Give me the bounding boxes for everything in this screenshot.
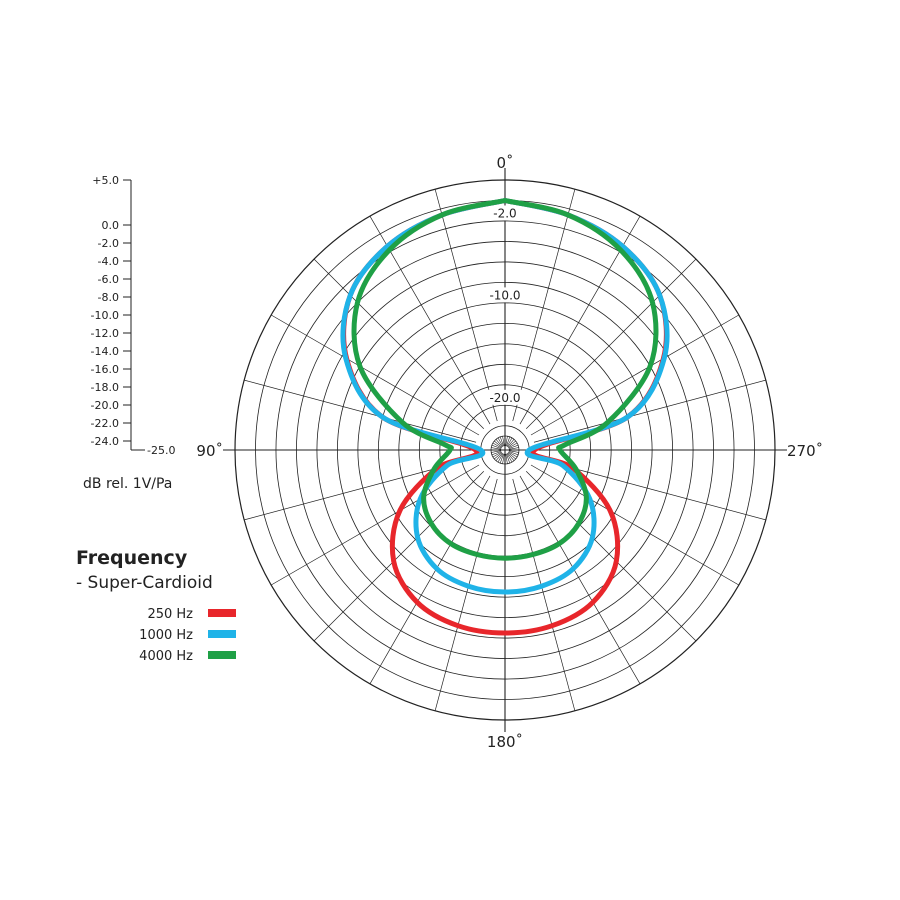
spoke-line — [270, 464, 480, 586]
spoke-line — [434, 189, 498, 422]
legend-swatch — [208, 651, 236, 659]
spoke-line — [270, 314, 480, 436]
scale-tick-label: -24.0 — [91, 435, 119, 448]
db-scale: +5.0 0.0 -2.0 -4.0 -6.0 -8.0 -10.0 -12.0 -14.0 -1… — [83, 174, 175, 492]
hub-tick — [508, 444, 519, 449]
spoke-line — [512, 478, 576, 711]
spoke-line — [313, 470, 485, 642]
spoke-line — [525, 258, 697, 430]
angle-label: 180˚ — [487, 733, 523, 751]
hub-tick — [508, 447, 519, 450]
scale-tick-label: -16.0 — [91, 363, 119, 376]
hub-tick — [507, 439, 515, 448]
hub-tick — [508, 442, 518, 449]
hub-tick — [505, 453, 508, 464]
scale-tick-label: -18.0 — [91, 381, 119, 394]
hub-tick — [494, 452, 503, 460]
hub-tick — [497, 453, 504, 463]
hub-tick — [499, 436, 504, 447]
hub-tick — [508, 451, 519, 456]
legend-item-label: 1000 Hz — [139, 628, 193, 643]
scale-tick-label: -20.0 — [91, 399, 119, 412]
hub-tick — [506, 437, 513, 447]
hub-tick — [507, 452, 516, 460]
hub-tick — [507, 452, 515, 461]
spoke-line — [525, 470, 697, 642]
scale-tick-label: -12.0 — [91, 327, 119, 340]
spoke-line — [533, 379, 766, 443]
ring-label-bg — [483, 389, 527, 405]
legend-swatch — [208, 630, 236, 638]
ring-label: -2.0 — [493, 206, 516, 220]
scale-bottom-label: -25.0 — [147, 444, 175, 457]
scale-tick-label: -4.0 — [98, 255, 119, 268]
spoke-line — [244, 379, 477, 443]
spoke-line — [530, 314, 740, 436]
legend: Frequency - Super-Cardioid 250 Hz 1000 Hz 40… — [76, 547, 236, 664]
unit-label: dB rel. 1V/Pa — [83, 476, 172, 492]
spoke-line — [519, 475, 641, 685]
angle-label: 90˚ — [196, 442, 223, 460]
hub-tick — [506, 453, 511, 464]
hub-tick — [508, 450, 519, 453]
hub-tick — [502, 453, 505, 464]
ring-labels: -2.0 -10.0 -20.0 — [483, 205, 527, 405]
polar-grid — [223, 168, 787, 732]
ring-label-bg — [483, 205, 527, 221]
scale-tick-label: -2.0 — [98, 237, 119, 250]
hub-tick — [491, 450, 502, 453]
scale-tick-label: -10.0 — [91, 309, 119, 322]
angle-labels: 0˚ 90˚ 180˚ 270˚ — [196, 154, 823, 751]
scale-tick-label: -22.0 — [91, 417, 119, 430]
legend-item-label: 4000 Hz — [139, 649, 193, 664]
scale-tick-label: 0.0 — [102, 219, 120, 232]
hub-tick — [505, 436, 508, 447]
hub-tick — [508, 451, 518, 458]
hub-tick — [492, 442, 502, 449]
scale-tick-label: +5.0 — [92, 174, 119, 187]
scale-tick-label: -8.0 — [98, 291, 119, 304]
series-line-4000hz — [351, 198, 659, 561]
legend-item-label: 250 Hz — [147, 607, 193, 622]
angle-label: 0˚ — [496, 154, 513, 172]
hub-tick — [507, 440, 516, 448]
hub-tick — [494, 440, 503, 448]
scale-tick-label: -14.0 — [91, 345, 119, 358]
hub-tick — [491, 447, 502, 450]
ring-label: -10.0 — [489, 288, 520, 302]
hub-tick — [491, 451, 502, 456]
scale-tick-label: -6.0 — [98, 273, 119, 286]
spoke-line — [434, 478, 498, 711]
hub-tick — [495, 452, 503, 461]
ring-label: -20.0 — [489, 391, 520, 405]
legend-title: Frequency — [76, 547, 188, 569]
hub-tick — [495, 439, 503, 448]
spoke-line — [313, 258, 485, 430]
series-line-1000hz — [340, 198, 670, 595]
legend-swatch — [208, 609, 236, 617]
hub-tick — [492, 451, 502, 458]
legend-subtitle: - Super-Cardioid — [76, 573, 213, 593]
hub-tick — [497, 437, 504, 447]
spoke-line — [530, 464, 740, 586]
ring-label-bg — [483, 287, 527, 303]
hub-tick — [491, 444, 502, 449]
spoke-line — [369, 475, 491, 685]
hub-tick — [506, 436, 511, 447]
hub-tick — [502, 436, 505, 447]
hub-tick — [499, 453, 504, 464]
spoke-line — [512, 189, 576, 422]
series-layer — [340, 198, 670, 636]
hub-tick — [506, 453, 513, 463]
angle-label: 270˚ — [787, 442, 823, 460]
